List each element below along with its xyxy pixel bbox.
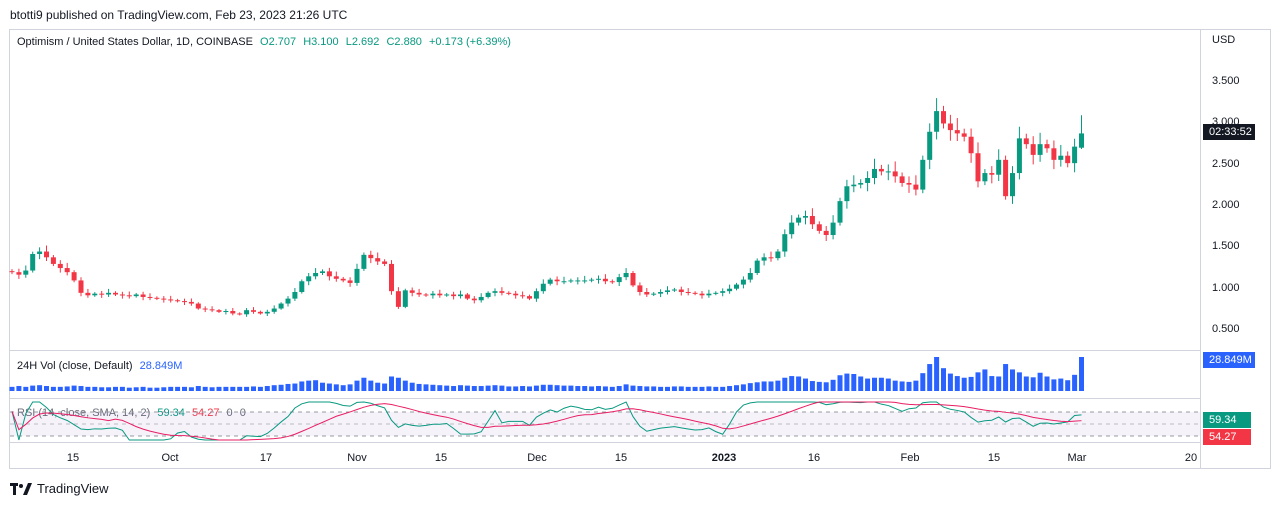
time-tick: Feb [900,452,920,464]
price-tick: 3.500 [1212,75,1240,87]
time-tick: 20 [1184,452,1198,464]
publisher-line: btotti9 published on TradingView.com, Fe… [10,8,348,22]
tradingview-logo-icon [10,482,32,495]
time-tick: Nov [347,452,367,464]
rsi-legend[interactable]: RSI (14, close, SMA, 14, 2) 59.34 54.27 … [17,407,250,419]
close-value: C2.880 [386,36,422,48]
chart-frame[interactable] [9,29,1271,469]
time-tick: Oct [161,452,179,464]
time-tick: Dec [527,452,547,464]
change-value: +0.173 (+6.39%) [429,36,511,48]
low-value: L2.692 [345,36,380,48]
open-value: O2.707 [260,36,297,48]
price-tick: 1.000 [1212,282,1240,294]
time-axis-separator [9,442,1200,443]
price-tick: 1.500 [1212,240,1240,252]
rsi-value: 59.34 [157,407,185,419]
rsi-label[interactable]: RSI (14, close, SMA, 14, 2) [17,407,151,419]
rsi-tag: 59.34 [1203,412,1251,428]
high-value: H3.100 [303,36,339,48]
tradingview-brand: TradingView [37,481,109,496]
time-tick: 15 [66,452,80,464]
rsi-zero-2: 0 [239,407,246,419]
rsi-ma-tag: 54.27 [1203,429,1251,445]
rsi-zero-1: 0 [226,407,233,419]
symbol-name[interactable]: Optimism / United States Dollar, 1D, COI… [17,36,253,48]
countdown-tag: 02:33:52 [1203,124,1255,140]
time-tick: 15 [614,452,628,464]
price-tick: 2.500 [1212,158,1240,170]
tradingview-logo[interactable]: TradingView [10,481,109,496]
time-tick: Mar [1067,452,1087,464]
pane-separator-rsi[interactable] [9,398,1200,399]
time-tick-year: 2023 [711,452,737,464]
price-tick: 0.500 [1212,323,1240,335]
volume-tag: 28.849M [1203,352,1255,368]
time-tick: 16 [807,452,821,464]
symbol-legend[interactable]: Optimism / United States Dollar, 1D, COI… [17,36,515,48]
time-tick: 15 [434,452,448,464]
pane-separator-volume[interactable] [9,350,1200,351]
volume-label[interactable]: 24H Vol (close, Default) [17,360,133,372]
currency-label[interactable]: USD [1212,34,1236,46]
volume-legend[interactable]: 24H Vol (close, Default) 28.849M [17,360,186,372]
time-tick: 15 [987,452,1001,464]
rsi-ma-value: 54.27 [191,407,220,419]
price-axis-separator [1200,29,1201,469]
volume-value: 28.849M [139,360,183,372]
time-tick: 17 [259,452,273,464]
price-tick: 2.000 [1212,199,1240,211]
